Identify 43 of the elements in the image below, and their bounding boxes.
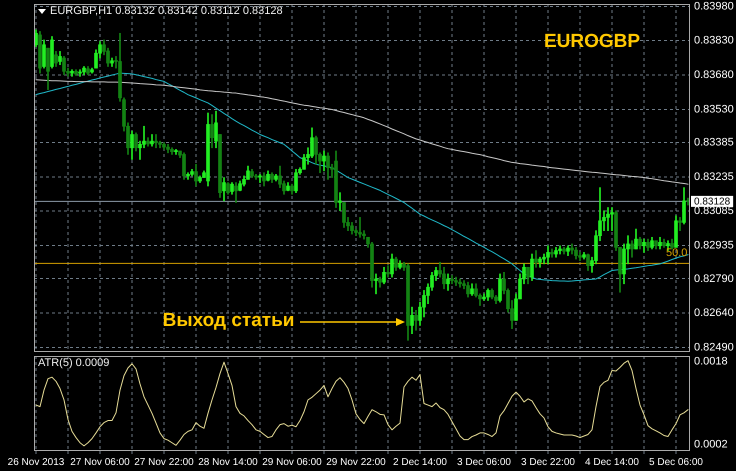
- candlestick: [338, 192, 342, 212]
- annotation: EUROGBP: [544, 31, 640, 53]
- y-tick-label: 0.83830: [694, 34, 734, 47]
- y-tick-label: 0.82640: [694, 307, 734, 320]
- candlestick: [150, 134, 154, 147]
- candlestick: [234, 182, 238, 203]
- candlestick: [534, 250, 538, 268]
- y-tick-label: 0.0018: [694, 356, 728, 368]
- candlestick: [386, 265, 390, 278]
- x-tick-label: 5 Dec 06:00: [649, 456, 704, 468]
- ref-line-label: 0.83128: [694, 196, 731, 208]
- x-tick-label: 3 Dec 22:00: [521, 456, 576, 468]
- y-tick-label: 0.82935: [694, 240, 734, 252]
- x-tick-label: 3 Dec 06:00: [457, 456, 512, 468]
- y-tick-label: 0.83980: [694, 0, 734, 12]
- y-tick-label: 0.82790: [694, 272, 734, 285]
- y-tick-label: 0.83235: [694, 170, 734, 183]
- x-tick-label: 29 Nov 06:00: [262, 456, 322, 468]
- x-tick-label: 29 Nov 22:00: [326, 456, 386, 468]
- x-tick-label: 26 Nov 2013: [8, 456, 65, 468]
- y-tick-label: 0.83530: [694, 103, 734, 116]
- candlestick: [678, 217, 682, 231]
- x-tick-label: 27 Nov 22:00: [134, 456, 194, 468]
- x-tick-label: 2 Dec 14:00: [393, 456, 448, 468]
- candlestick: [374, 274, 378, 294]
- y-tick-label: 0.83680: [694, 69, 734, 82]
- y-tick-label: 0.83085: [694, 205, 734, 218]
- candlestick: [154, 134, 158, 148]
- x-tick-label: 27 Nov 06:00: [70, 456, 130, 468]
- x-tick-label: 4 Dec 14:00: [585, 456, 640, 468]
- candlestick: [358, 217, 362, 238]
- candlestick: [258, 174, 262, 183]
- candlestick: [606, 207, 610, 231]
- y-tick-label: 0.83385: [694, 136, 734, 149]
- y-tick-label: 0.0002: [694, 438, 728, 450]
- y-tick-label: 0.82490: [694, 341, 734, 354]
- annotation: Выход статьи: [162, 310, 294, 332]
- annotation: 50.0: [666, 247, 688, 260]
- candlestick: [610, 207, 614, 231]
- chart-title: EURGBP,H1 0.83132 0.83142 0.83112 0.83128: [50, 5, 283, 18]
- candlestick: [458, 278, 462, 288]
- chart-title: ATR(5) 0.0009: [38, 357, 110, 370]
- x-tick-label: 28 Nov 14:00: [198, 456, 258, 468]
